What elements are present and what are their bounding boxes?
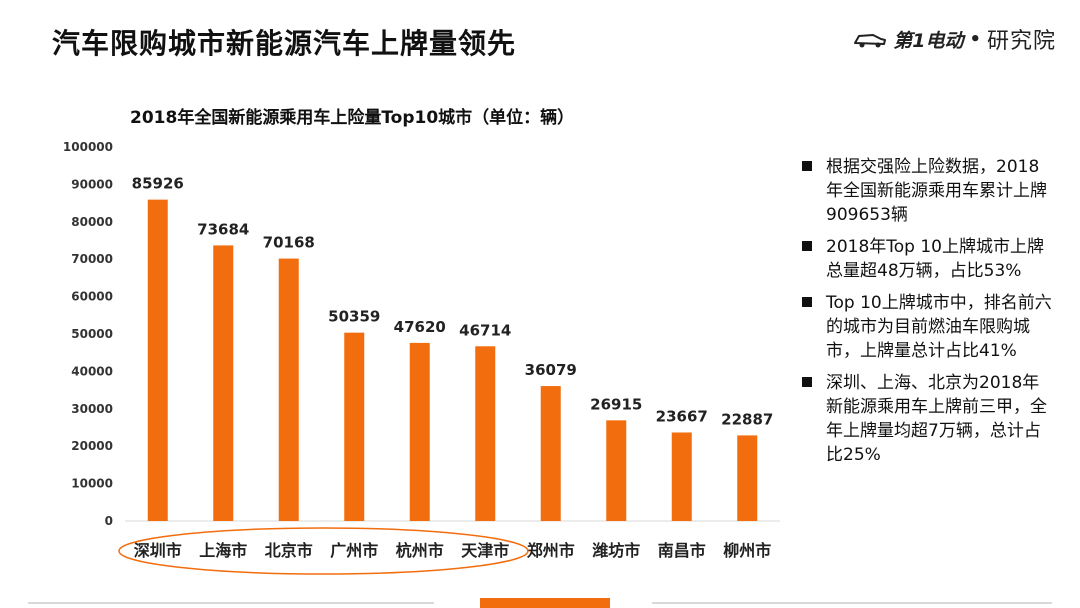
bar bbox=[606, 420, 627, 521]
x-tick-label: 郑州市 bbox=[527, 541, 575, 560]
bar bbox=[213, 245, 234, 521]
bar bbox=[540, 386, 561, 521]
square-bullet-icon bbox=[802, 241, 812, 251]
y-tick-label: 10000 bbox=[71, 477, 113, 491]
note-item: Top 10上牌城市中，排名前六的城市为目前燃油车限购城市，上牌量总计占比41% bbox=[800, 291, 1055, 363]
bar bbox=[278, 258, 299, 521]
y-tick-label: 100000 bbox=[63, 140, 113, 154]
y-tick-label: 90000 bbox=[71, 177, 113, 191]
car-icon bbox=[854, 34, 887, 48]
bar-chart: 0 10000 20000 30000 40000 50000 60000 70000 8000… bbox=[63, 140, 780, 575]
footer-divider-right bbox=[652, 602, 1052, 604]
note-text: 2018年Top 10上牌城市上牌总量超48万辆，占比53% bbox=[826, 237, 1044, 281]
bar-value-label: 26915 bbox=[590, 395, 642, 413]
note-item: 深圳、上海、北京为2018年新能源乘用车上牌前三甲，全年上牌量均超7万辆，总计占… bbox=[800, 371, 1055, 467]
note-text: Top 10上牌城市中，排名前六的城市为目前燃油车限购城市，上牌量总计占比41% bbox=[826, 293, 1052, 361]
bar-value-label: 50359 bbox=[328, 308, 380, 326]
square-bullet-icon bbox=[802, 297, 812, 307]
chart-title: 2018年全国新能源乘用车上险量Top10城市（单位：辆） bbox=[130, 108, 575, 128]
square-bullet-icon bbox=[802, 161, 812, 171]
bar-value-label: 85926 bbox=[132, 175, 184, 193]
x-tick-label: 柳州市 bbox=[723, 541, 771, 560]
chart-container: 2018年全国新能源乘用车上险量Top10城市（单位：辆） 0 10000 2000… bbox=[0, 95, 790, 575]
notes-list: 根据交强险上险数据，2018年全国新能源乘用车累计上牌909653辆 2018年… bbox=[800, 155, 1055, 475]
note-item: 2018年Top 10上牌城市上牌总量超48万辆，占比53% bbox=[800, 235, 1055, 283]
bar bbox=[409, 342, 430, 521]
x-tick-label: 北京市 bbox=[265, 541, 313, 560]
footer-accent-bar bbox=[480, 598, 610, 608]
y-tick-label: 80000 bbox=[71, 215, 113, 229]
bar bbox=[737, 435, 758, 521]
x-tick-label: 深圳市 bbox=[134, 541, 182, 560]
footer-divider-left bbox=[28, 602, 434, 604]
brand-separator: • bbox=[969, 28, 981, 50]
note-text: 深圳、上海、北京为2018年新能源乘用车上牌前三甲，全年上牌量均超7万辆，总计占… bbox=[826, 373, 1047, 465]
bar bbox=[671, 432, 692, 521]
y-tick-label: 30000 bbox=[71, 402, 113, 416]
note-item: 根据交强险上险数据，2018年全国新能源乘用车累计上牌909653辆 bbox=[800, 155, 1055, 227]
page-title: 汽车限购城市新能源汽车上牌量领先 bbox=[52, 27, 517, 60]
square-bullet-icon bbox=[802, 377, 812, 387]
x-tick-label: 天津市 bbox=[461, 541, 509, 560]
highlight-ellipse bbox=[118, 527, 529, 575]
bar-value-label: 73684 bbox=[197, 220, 249, 238]
bar bbox=[475, 346, 496, 521]
brand-logo-text: 第1电动 bbox=[893, 29, 964, 52]
y-tick-label: 70000 bbox=[71, 252, 113, 266]
bar-value-label: 70168 bbox=[263, 234, 315, 252]
y-tick-label: 60000 bbox=[71, 290, 113, 304]
x-tick-label: 南昌市 bbox=[658, 541, 706, 560]
x-tick-label: 广州市 bbox=[330, 541, 378, 560]
y-tick-label: 40000 bbox=[71, 364, 113, 378]
brand-name: 研究院 bbox=[986, 29, 1056, 54]
bar-value-label: 47620 bbox=[394, 318, 446, 336]
bar-value-label: 23667 bbox=[656, 407, 708, 425]
y-tick-label: 0 bbox=[105, 514, 113, 528]
brand-logo: 第1电动 • 研究院 bbox=[853, 22, 1056, 56]
bar-value-label: 36079 bbox=[525, 361, 577, 379]
note-text: 根据交强险上险数据，2018年全国新能源乘用车累计上牌909653辆 bbox=[826, 157, 1047, 225]
bar-value-label: 46714 bbox=[459, 321, 511, 339]
bar bbox=[147, 199, 168, 521]
bar bbox=[344, 332, 365, 521]
x-tick-label: 潍坊市 bbox=[592, 541, 640, 560]
x-tick-label: 上海市 bbox=[199, 541, 247, 560]
bar-value-label: 22887 bbox=[721, 410, 773, 428]
y-tick-label: 50000 bbox=[71, 327, 113, 341]
y-tick-label: 20000 bbox=[71, 439, 113, 453]
x-tick-label: 杭州市 bbox=[396, 541, 444, 560]
